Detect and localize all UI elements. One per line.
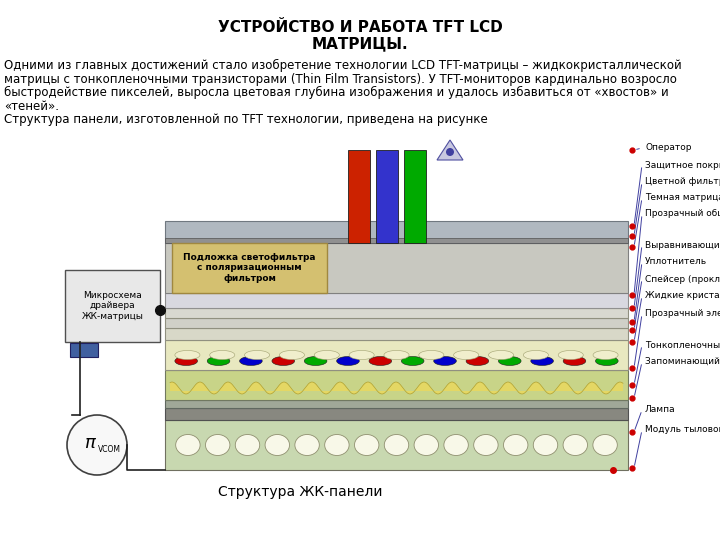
Ellipse shape xyxy=(369,356,392,366)
Text: «теней».: «теней». xyxy=(4,99,59,112)
Ellipse shape xyxy=(245,350,270,360)
Ellipse shape xyxy=(419,350,444,360)
Ellipse shape xyxy=(531,356,554,366)
Bar xyxy=(165,243,628,293)
Text: Защитное покрытие: Защитное покрытие xyxy=(645,160,720,170)
Ellipse shape xyxy=(295,435,319,456)
Bar xyxy=(165,328,628,340)
Ellipse shape xyxy=(210,350,235,360)
Ellipse shape xyxy=(466,356,489,366)
Ellipse shape xyxy=(205,435,230,456)
Ellipse shape xyxy=(384,350,409,360)
Bar xyxy=(165,238,628,243)
Ellipse shape xyxy=(488,350,513,360)
Text: Цветной фильтр: Цветной фильтр xyxy=(645,178,720,186)
Bar xyxy=(165,340,628,370)
Text: УСТРОЙСТВО И РАБОТА TFT LCD: УСТРОЙСТВО И РАБОТА TFT LCD xyxy=(217,20,503,35)
Text: Микросхема
драйвера
ЖК-матрицы: Микросхема драйвера ЖК-матрицы xyxy=(81,291,143,321)
Ellipse shape xyxy=(593,350,618,360)
Text: МАТРИЦЫ.: МАТРИЦЫ. xyxy=(312,36,408,51)
Text: Запоминающий конденсатор: Запоминающий конденсатор xyxy=(645,357,720,367)
Text: VCOM: VCOM xyxy=(97,446,120,455)
Ellipse shape xyxy=(337,356,359,366)
Ellipse shape xyxy=(444,435,468,456)
Circle shape xyxy=(446,148,454,156)
Bar xyxy=(70,343,98,357)
Bar xyxy=(165,400,628,408)
Ellipse shape xyxy=(272,356,294,366)
Text: Выравнивающий слой: Выравнивающий слой xyxy=(645,240,720,249)
Bar xyxy=(165,293,628,308)
Text: Тонкопленочный транзистор (TFT): Тонкопленочный транзистор (TFT) xyxy=(645,341,720,349)
Ellipse shape xyxy=(305,356,327,366)
Text: Подложка светофильтра
с поляризационным
фильтром: Подложка светофильтра с поляризационным … xyxy=(184,253,316,283)
Text: Лампа: Лампа xyxy=(645,406,675,415)
Text: Оператор: Оператор xyxy=(645,144,691,152)
Ellipse shape xyxy=(563,356,586,366)
Ellipse shape xyxy=(498,356,521,366)
Ellipse shape xyxy=(474,435,498,456)
Text: Темная матрица: Темная матрица xyxy=(645,193,720,202)
Ellipse shape xyxy=(207,356,230,366)
Ellipse shape xyxy=(593,435,617,456)
Bar xyxy=(165,318,628,328)
Text: Прозрачный электрод субпикселя: Прозрачный электрод субпикселя xyxy=(645,309,720,319)
Bar xyxy=(172,243,327,293)
Ellipse shape xyxy=(176,435,200,456)
Ellipse shape xyxy=(354,435,379,456)
Circle shape xyxy=(67,415,127,475)
Ellipse shape xyxy=(384,435,409,456)
Ellipse shape xyxy=(595,356,618,366)
Ellipse shape xyxy=(240,356,262,366)
Ellipse shape xyxy=(279,350,305,360)
Bar xyxy=(404,150,426,243)
Text: матрицы с тонкопленочными транзисторами (Thin Film Transistors). У TFT-мониторов: матрицы с тонкопленочными транзисторами … xyxy=(4,72,677,85)
Ellipse shape xyxy=(401,356,424,366)
Text: Модуль тыловой подсветки: Модуль тыловой подсветки xyxy=(645,426,720,435)
Text: быстродействие пикселей, выросла цветовая глубина изображения и удалось избавить: быстродействие пикселей, выросла цветова… xyxy=(4,86,669,99)
Bar xyxy=(376,150,398,243)
Text: Одними из главных достижений стало изобретение технологии LCD TFT-матрицы – жидк: Одними из главных достижений стало изобр… xyxy=(4,59,682,72)
Text: Спейсер (прокладка): Спейсер (прокладка) xyxy=(645,274,720,284)
Text: Жидкие кристаллы: Жидкие кристаллы xyxy=(645,292,720,300)
Text: Структура ЖК-панели: Структура ЖК-панели xyxy=(217,485,382,499)
Ellipse shape xyxy=(349,350,374,360)
Ellipse shape xyxy=(175,356,197,366)
Ellipse shape xyxy=(325,435,349,456)
Ellipse shape xyxy=(534,435,558,456)
Bar xyxy=(165,370,628,400)
Text: Прозрачный общий электрод: Прозрачный общий электрод xyxy=(645,210,720,219)
Bar xyxy=(65,270,160,342)
Ellipse shape xyxy=(314,350,339,360)
Ellipse shape xyxy=(503,435,528,456)
Ellipse shape xyxy=(454,350,479,360)
Bar xyxy=(348,150,370,243)
Bar xyxy=(165,420,628,470)
Ellipse shape xyxy=(563,435,588,456)
Ellipse shape xyxy=(235,435,260,456)
Ellipse shape xyxy=(558,350,583,360)
Polygon shape xyxy=(437,140,463,160)
Ellipse shape xyxy=(523,350,549,360)
Text: π: π xyxy=(84,434,94,452)
Text: Структура панели, изготовленной по TFT технологии, приведена на рисунке: Структура панели, изготовленной по TFT т… xyxy=(4,113,487,126)
Text: Уплотнитель: Уплотнитель xyxy=(645,258,707,267)
Bar xyxy=(165,408,628,420)
Ellipse shape xyxy=(433,356,456,366)
Bar xyxy=(165,221,628,243)
Ellipse shape xyxy=(265,435,289,456)
Ellipse shape xyxy=(414,435,438,456)
Ellipse shape xyxy=(175,350,200,360)
Bar xyxy=(165,308,628,318)
